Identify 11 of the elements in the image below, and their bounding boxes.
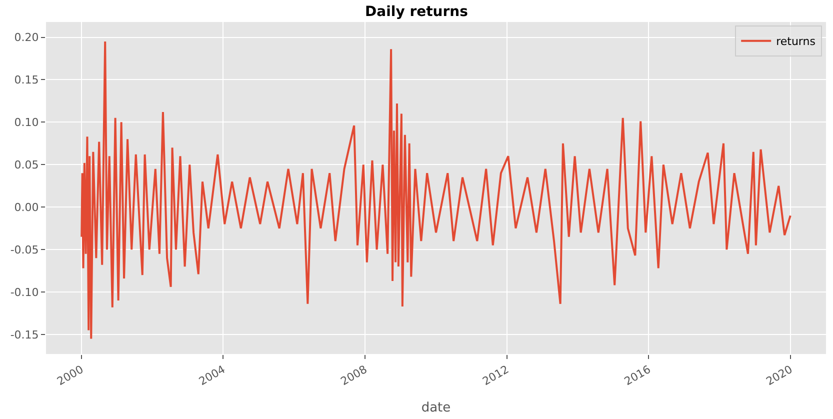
- y-tick-label: 0.15: [14, 74, 39, 87]
- y-tick-label: -0.10: [10, 286, 39, 299]
- chart-title: Daily returns: [365, 4, 468, 20]
- x-axis-title: date: [421, 400, 451, 416]
- y-tick-label: 0.00: [14, 200, 39, 214]
- legend-label: returns: [776, 35, 816, 48]
- y-tick-label: 0.20: [14, 31, 39, 44]
- y-tick-label: -0.05: [10, 243, 39, 256]
- y-tick-label: 0.10: [14, 116, 39, 130]
- y-tick-label: 0.05: [14, 158, 39, 172]
- y-tick-label: -0.15: [10, 328, 39, 342]
